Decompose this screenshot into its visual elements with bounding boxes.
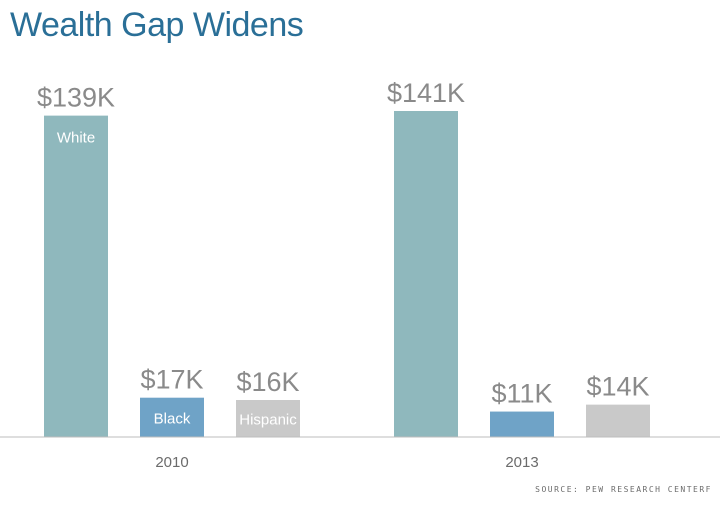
value-label-white-2013: $141K	[387, 78, 465, 108]
value-label-white-2010: $139K	[37, 83, 115, 113]
x-tick-label-2013: 2013	[505, 454, 538, 471]
value-label-hispanic-2013: $14K	[586, 372, 649, 402]
bar-hispanic-2013	[586, 404, 650, 437]
bar-white-2010	[44, 115, 108, 437]
value-label-hispanic-2010: $16K	[236, 367, 299, 397]
bar-hispanic-2010	[236, 400, 300, 437]
value-label-black-2013: $11K	[491, 379, 552, 409]
value-label-black-2010: $17K	[140, 365, 203, 395]
series-label-white: White	[57, 130, 95, 147]
source-note: SOURCE: PEW RESEARCH CENTERF	[535, 485, 712, 494]
chart-title: Wealth Gap Widens	[10, 6, 304, 44]
bars-group: $139K White $17K Black $16K Hispanic $141K $11K…	[37, 78, 650, 437]
bar-black-2013	[490, 411, 554, 437]
series-label-black: Black	[154, 410, 191, 427]
bar-black-2010	[140, 397, 204, 437]
bar-white-2013	[394, 111, 458, 437]
series-label-hispanic: Hispanic	[239, 412, 297, 429]
x-tick-label-2010: 2010	[155, 454, 188, 471]
x-tick-labels: 2010 2013	[155, 454, 538, 471]
